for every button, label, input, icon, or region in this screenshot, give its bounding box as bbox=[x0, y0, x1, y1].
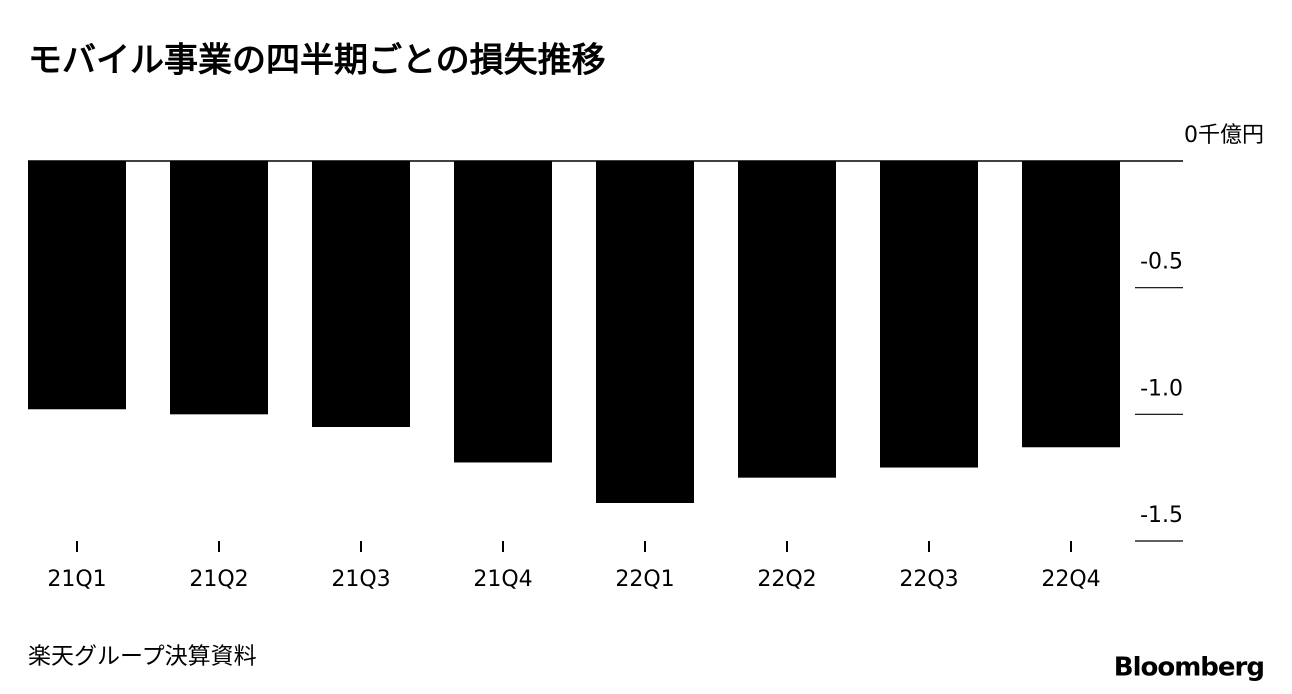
x-tick-label: 22Q2 bbox=[757, 567, 816, 592]
bar bbox=[312, 161, 410, 427]
y-tick-label: 0千億円 bbox=[1184, 123, 1264, 148]
brand: Bloomberg bbox=[1114, 653, 1264, 683]
source: 楽天グループ決算資料 bbox=[28, 644, 257, 670]
y-tick-label: -1.5 bbox=[1140, 503, 1183, 528]
x-tick-label: 21Q3 bbox=[331, 567, 390, 592]
x-tick-label: 21Q2 bbox=[189, 567, 248, 592]
y-tick-label: -0.5 bbox=[1140, 250, 1183, 275]
bar bbox=[454, 161, 552, 463]
bar bbox=[880, 161, 978, 468]
bar bbox=[170, 161, 268, 415]
chart-title: モバイル事業の四半期ごとの損失推移 bbox=[28, 41, 606, 81]
bar bbox=[28, 161, 126, 410]
x-tick-label: 21Q4 bbox=[473, 567, 532, 592]
x-tick-label: 22Q4 bbox=[1041, 567, 1100, 592]
y-tick-label: -1.0 bbox=[1140, 376, 1183, 401]
bar bbox=[738, 161, 836, 478]
x-tick-label: 22Q1 bbox=[615, 567, 674, 592]
x-tick-label: 21Q1 bbox=[47, 567, 106, 592]
bar bbox=[1022, 161, 1120, 448]
x-tick-label: 22Q3 bbox=[899, 567, 958, 592]
bar bbox=[596, 161, 694, 503]
